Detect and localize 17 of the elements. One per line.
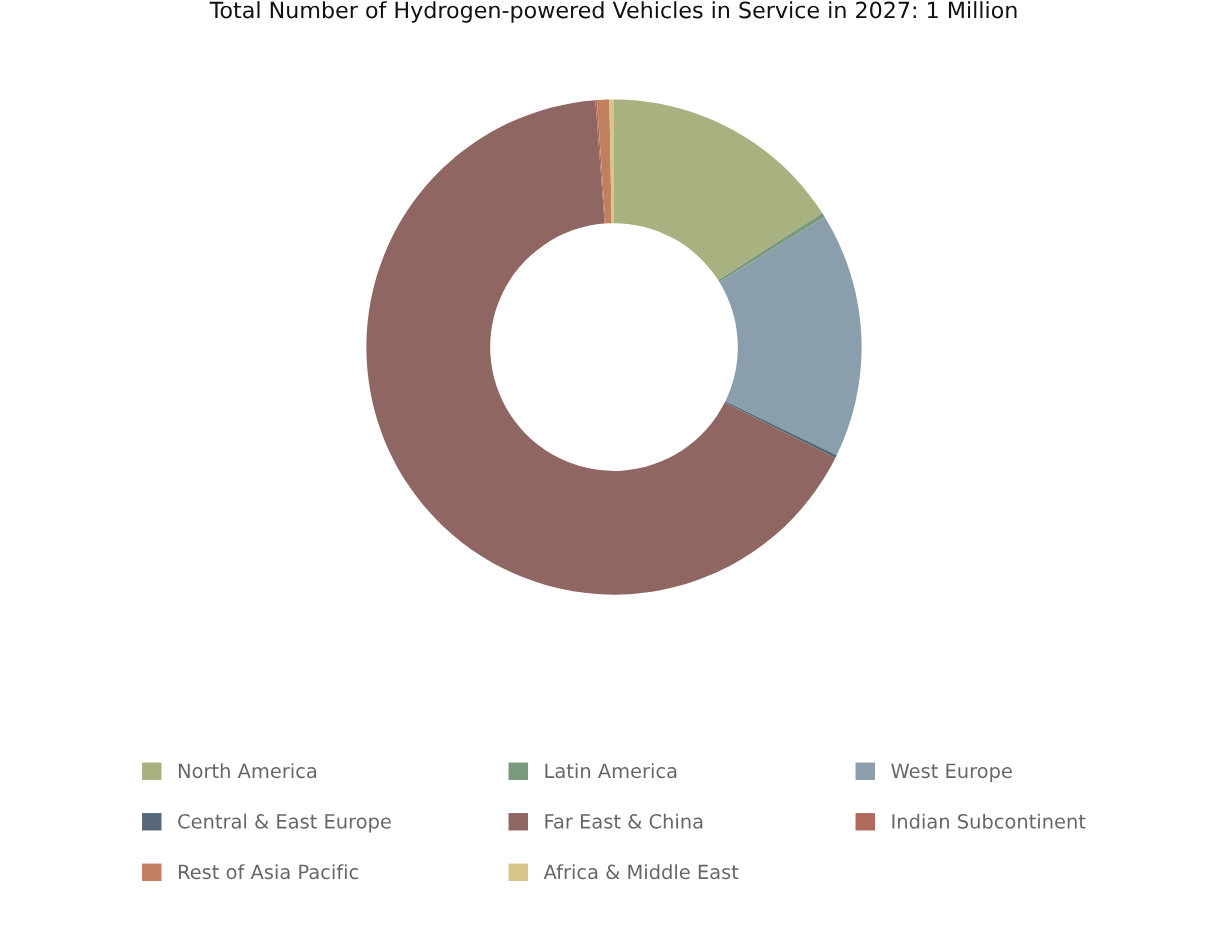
legend-label: Rest of Asia Pacific <box>178 864 359 880</box>
donut-slice <box>718 213 825 283</box>
legend-label: Indian Subcontinent <box>892 813 1086 829</box>
legend-label: Latin America <box>545 763 677 779</box>
donut-slice <box>595 100 606 224</box>
legend-label: Central & East Europe <box>178 813 391 833</box>
legend-label: Africa & Middle East <box>543 864 739 880</box>
legend-label: Far East & China <box>545 813 703 829</box>
donut-slice <box>724 401 837 459</box>
donut-slice <box>609 99 614 224</box>
donut-slice <box>366 100 836 595</box>
donut-slice <box>596 99 612 224</box>
donut-slice <box>614 99 823 281</box>
chart-title: Total Number of Hydrogen-powered Vehicles in Service in 2027: 1 Million <box>209 1 1017 23</box>
legend-label: North America <box>178 763 317 779</box>
donut-slice <box>719 217 862 456</box>
legend-label: West Europe <box>891 763 1012 782</box>
